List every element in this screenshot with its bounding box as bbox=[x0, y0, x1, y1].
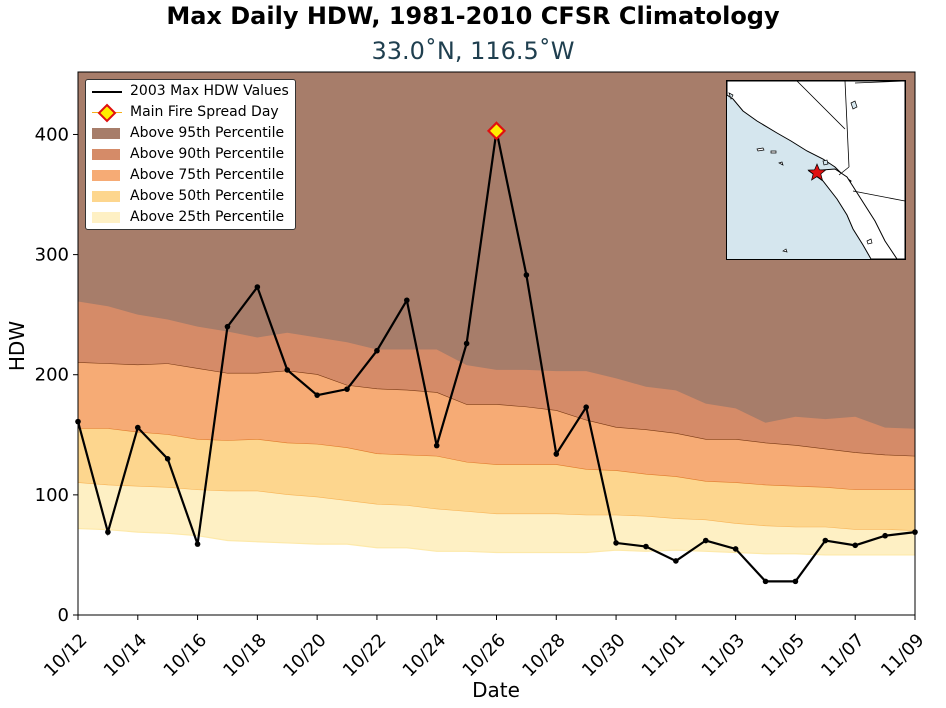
legend-swatch bbox=[92, 149, 120, 160]
inset-location-map bbox=[726, 80, 906, 260]
x-tick-label: 10/12 bbox=[40, 630, 92, 682]
legend: 2003 Max HDW Values Main Fire Spread Day… bbox=[85, 79, 296, 230]
data-point bbox=[404, 297, 410, 304]
data-point bbox=[523, 272, 530, 278]
band-area bbox=[78, 482, 915, 555]
data-point bbox=[433, 442, 440, 449]
chart-title: Max Daily HDW, 1981-2010 CFSR Climatolog… bbox=[166, 2, 780, 30]
data-point bbox=[732, 546, 739, 552]
data-point bbox=[134, 424, 141, 431]
legend-item-band-95: Above 95th Percentile bbox=[90, 124, 295, 144]
x-tick-label: 10/28 bbox=[518, 630, 570, 682]
data-point bbox=[643, 543, 649, 550]
y-tick-label: 400 bbox=[35, 124, 69, 145]
data-point bbox=[254, 284, 261, 290]
y-tick-label: 100 bbox=[35, 485, 69, 506]
data-point bbox=[463, 340, 470, 347]
data-point bbox=[583, 404, 589, 410]
band-area bbox=[78, 362, 915, 491]
data-point bbox=[374, 347, 380, 354]
legend-item-series: 2003 Max HDW Values bbox=[90, 82, 295, 102]
y-axis-label: HDW bbox=[5, 321, 29, 371]
data-point bbox=[344, 386, 350, 392]
x-tick-label: 10/20 bbox=[279, 630, 331, 682]
data-point bbox=[702, 537, 709, 544]
data-point bbox=[164, 456, 171, 462]
data-point bbox=[882, 532, 888, 539]
legend-item-band-75: Above 75th Percentile bbox=[90, 166, 295, 186]
data-point bbox=[792, 578, 799, 585]
legend-swatch bbox=[92, 212, 120, 223]
y-tick-label: 200 bbox=[35, 365, 69, 386]
data-point bbox=[284, 367, 291, 373]
chart-subtitle: 33.0˚N, 116.5˚W bbox=[371, 37, 575, 65]
legend-label: Above 75th Percentile bbox=[130, 167, 285, 183]
legend-label: Main Fire Spread Day bbox=[130, 104, 279, 120]
fire-location-star-icon bbox=[807, 163, 827, 181]
data-point bbox=[822, 537, 829, 544]
x-tick-label: 10/14 bbox=[100, 630, 152, 682]
data-point bbox=[194, 541, 201, 547]
band-area bbox=[78, 428, 915, 531]
x-tick-label: 10/16 bbox=[160, 630, 212, 682]
band-edge-line bbox=[77, 527, 915, 556]
x-tick-label: 10/22 bbox=[339, 630, 391, 682]
legend-label: Above 50th Percentile bbox=[130, 188, 285, 204]
data-point bbox=[314, 392, 320, 398]
legend-item-band-90: Above 90th Percentile bbox=[90, 145, 295, 165]
legend-swatch bbox=[92, 191, 120, 202]
fire-spread-day-marker bbox=[486, 121, 507, 141]
x-tick-label: 11/07 bbox=[817, 630, 869, 682]
data-point bbox=[105, 529, 111, 535]
y-tick-label: 300 bbox=[35, 245, 69, 266]
legend-line-swatch bbox=[92, 91, 122, 93]
data-point bbox=[613, 540, 619, 546]
x-axis-label: Date bbox=[472, 678, 520, 702]
x-tick-label: 11/09 bbox=[877, 630, 929, 682]
x-tick-label: 10/24 bbox=[399, 630, 451, 682]
data-point bbox=[75, 418, 81, 425]
legend-item-band-25: Above 25th Percentile bbox=[90, 208, 295, 228]
state-boundary bbox=[796, 81, 905, 202]
legend-label: 2003 Max HDW Values bbox=[130, 83, 289, 99]
y-tick-label: 0 bbox=[58, 605, 69, 626]
data-point bbox=[553, 451, 560, 457]
x-tick-label: 10/26 bbox=[459, 630, 511, 682]
map-svg bbox=[727, 81, 905, 259]
legend-item-highlight: Main Fire Spread Day bbox=[90, 103, 295, 123]
series-layer bbox=[75, 121, 918, 585]
data-point bbox=[852, 542, 859, 549]
legend-item-band-50: Above 50th Percentile bbox=[90, 187, 295, 207]
lakes bbox=[728, 92, 858, 166]
legend-swatch bbox=[92, 170, 120, 181]
band-area bbox=[78, 301, 915, 457]
x-tick-label: 11/05 bbox=[757, 630, 809, 682]
legend-label: Above 95th Percentile bbox=[130, 125, 285, 141]
x-tick-label: 10/30 bbox=[578, 630, 630, 682]
data-point bbox=[673, 558, 679, 564]
legend-swatch bbox=[92, 128, 120, 139]
x-tick-label: 11/01 bbox=[638, 630, 690, 682]
legend-label: Above 90th Percentile bbox=[130, 146, 285, 162]
diamond-marker-icon bbox=[97, 103, 117, 123]
x-tick-label: 11/03 bbox=[698, 630, 750, 682]
islands bbox=[756, 147, 873, 253]
x-tick-label: 10/18 bbox=[219, 630, 271, 682]
baja-peninsula bbox=[807, 168, 898, 259]
legend-label: Above 25th Percentile bbox=[130, 209, 285, 225]
data-point bbox=[762, 578, 769, 585]
data-point bbox=[912, 529, 918, 535]
data-point bbox=[224, 323, 231, 330]
